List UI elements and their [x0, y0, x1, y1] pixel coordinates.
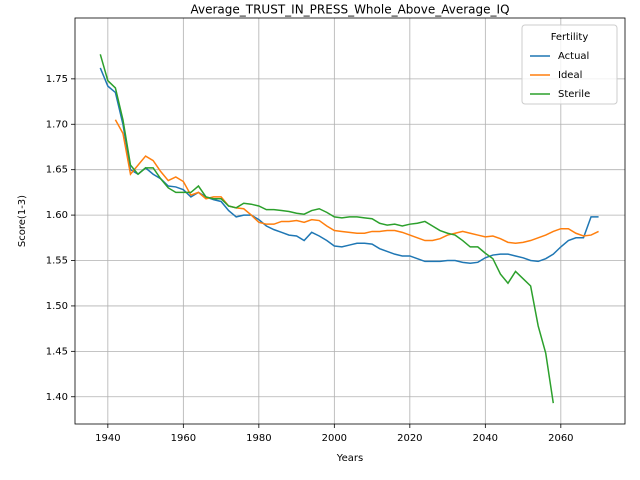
y-tick-label: 1.50 — [46, 301, 68, 312]
y-tick-label: 1.70 — [46, 119, 68, 130]
x-tick-label: 2020 — [397, 433, 422, 444]
y-tick-label: 1.65 — [46, 165, 68, 176]
data-line — [99, 67, 599, 264]
data-line — [114, 119, 599, 245]
x-tick-label: 1940 — [95, 433, 120, 444]
x-tick-label: 2000 — [322, 433, 347, 444]
legend-label: Actual — [558, 51, 589, 62]
plot-frame — [74, 17, 626, 425]
data-line — [99, 54, 555, 404]
y-tick-label: 1.55 — [46, 256, 68, 267]
chart-title: Average_TRUST_IN_PRESS_Whole_Above_Avera… — [190, 3, 509, 17]
x-tick-label: 1960 — [171, 433, 196, 444]
x-tick-label: 2060 — [548, 433, 573, 444]
y-axis-label: Score(1-3) — [17, 195, 28, 247]
legend-label: Ideal — [558, 70, 582, 81]
legend-box — [521, 24, 618, 105]
legend-label: Sterile — [558, 89, 590, 100]
y-tick-label: 1.60 — [46, 210, 68, 221]
x-tick-label: 1980 — [246, 433, 271, 444]
y-tick-label: 1.75 — [46, 74, 68, 85]
x-tick-label: 2040 — [473, 433, 498, 444]
y-tick-label: 1.40 — [46, 392, 68, 403]
y-tick-label: 1.45 — [46, 346, 68, 357]
legend-title: Fertility — [551, 32, 589, 43]
x-axis-label: Years — [336, 453, 363, 464]
